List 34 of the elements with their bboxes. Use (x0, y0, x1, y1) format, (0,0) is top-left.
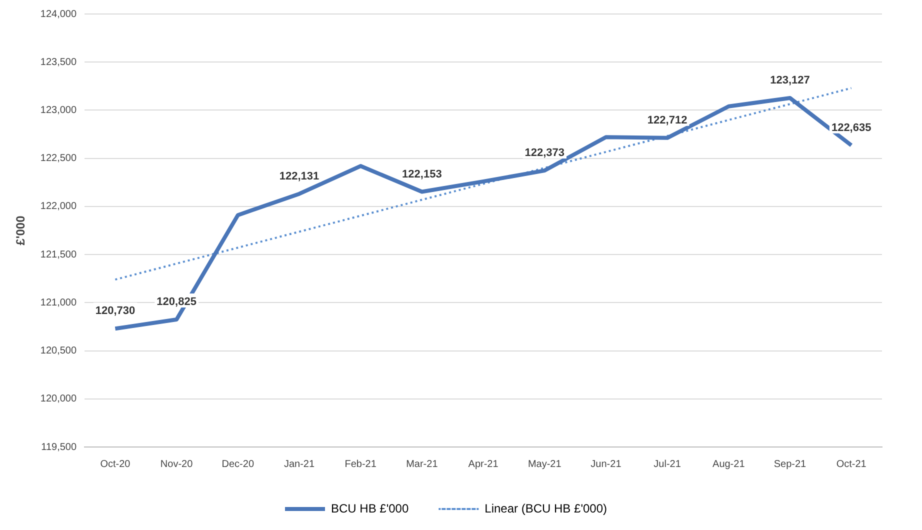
x-tick-label: Nov-20 (160, 458, 194, 470)
x-tick-label: Feb-21 (344, 458, 377, 470)
legend-label: BCU HB £'000 (331, 501, 409, 516)
x-tick-label: Oct-20 (100, 458, 131, 470)
x-tick-label: Oct-21 (836, 458, 867, 470)
y-tick-label: 120,500 (40, 346, 77, 357)
data-label: 122,373 (524, 147, 564, 160)
data-label: 122,131 (279, 170, 320, 182)
y-tick-label: 123,000 (40, 104, 77, 116)
x-tick-label: Mar-21 (406, 458, 438, 470)
y-tick-label: 122,000 (40, 201, 77, 212)
y-tick-label: 122,500 (40, 153, 77, 164)
y-tick-label: 121,000 (40, 297, 77, 308)
data-label: 120,730 (95, 305, 136, 318)
x-tick-label: Apr-21 (468, 458, 499, 470)
data-label: 122,153 (402, 168, 442, 180)
y-tick-label: 120,000 (40, 394, 77, 405)
data-label: 120,825 (156, 296, 196, 308)
data-label: 122,635 (831, 122, 872, 134)
y-tick-label: 123,500 (40, 56, 77, 68)
x-tick-label: May-21 (528, 458, 562, 470)
legend-label: Linear (BCU HB £'000) (484, 501, 608, 516)
x-tick-label: Jul-21 (654, 458, 682, 470)
y-tick-label: 121,500 (40, 249, 77, 260)
y-tick-label: 119,500 (41, 442, 77, 453)
y-tick-label: 124,000 (40, 8, 77, 20)
data-label: 123,127 (770, 74, 810, 87)
y-axis-title: £'000 (14, 215, 28, 246)
x-tick-label: Dec-20 (222, 458, 254, 470)
data-label: 122,712 (647, 114, 688, 126)
x-tick-label: Aug-21 (712, 458, 746, 470)
x-tick-label: Jun-21 (590, 458, 622, 470)
x-tick-label: Sep-21 (774, 458, 807, 470)
x-tick-label: Jan-21 (284, 458, 315, 470)
